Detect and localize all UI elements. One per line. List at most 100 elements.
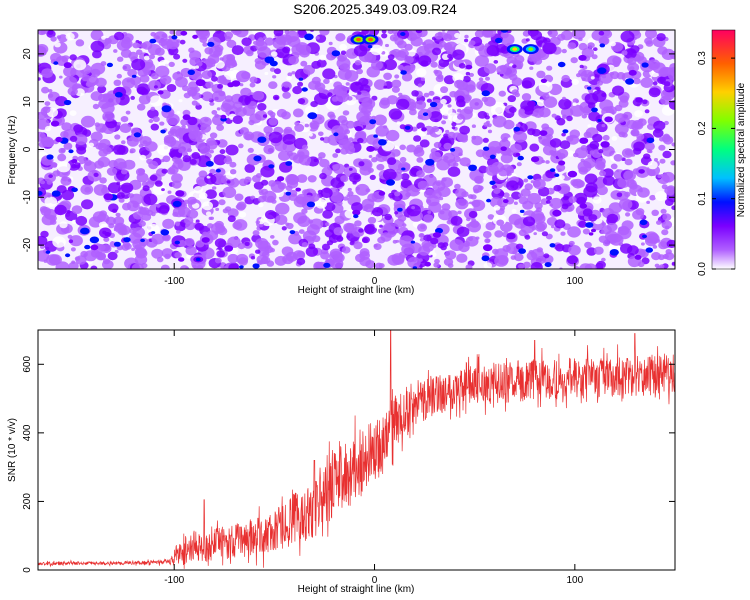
heatmap-cell — [547, 30, 558, 38]
heatmap-cell — [246, 49, 254, 57]
heatmap-cell — [500, 31, 509, 39]
heatmap-cell — [301, 208, 308, 214]
heatmap-cell — [296, 257, 306, 266]
heatmap-cell — [41, 157, 47, 161]
heatmap-cell — [134, 84, 139, 88]
heatmap-cell — [584, 93, 599, 105]
heatmap-cell — [629, 66, 635, 71]
heatmap-cell — [382, 168, 397, 181]
heatmap-cell — [323, 78, 330, 85]
heatmap-cell — [65, 32, 75, 41]
heatmap-cell — [429, 111, 443, 123]
heatmap-cell — [332, 153, 339, 158]
heatmap-cell — [658, 241, 669, 250]
heatmap-cell — [118, 197, 125, 203]
heatmap-cell — [263, 36, 267, 40]
heatmap-cell — [268, 81, 278, 89]
heatmap-cell — [44, 138, 55, 148]
heatmap-cell — [213, 154, 227, 166]
heatmap-cell — [48, 254, 62, 266]
heatmap-cell — [249, 82, 256, 88]
heatmap-cell — [335, 148, 341, 154]
heatmap-cell — [455, 198, 469, 210]
heatmap-cell — [169, 30, 175, 35]
heatmap-cell — [464, 38, 469, 43]
heatmap-cell — [489, 180, 496, 185]
heatmap-ytick-label: 0 — [22, 146, 33, 152]
heatmap-cell — [486, 45, 500, 56]
heatmap-cell — [207, 54, 220, 65]
heatmap-cell — [152, 184, 166, 195]
heatmap-cell — [401, 243, 415, 255]
heatmap-cell — [533, 178, 546, 190]
heatmap-cell — [150, 123, 159, 131]
heatmap-cell — [107, 182, 122, 194]
heatmap-cell — [529, 66, 534, 70]
heatmap-cell — [314, 261, 323, 269]
snr-xtick-label: 0 — [372, 575, 378, 586]
heatmap-cell — [117, 227, 128, 236]
heatmap-cell — [329, 251, 344, 263]
heatmap-cell — [131, 247, 136, 251]
heatmap-cell — [423, 234, 432, 242]
heatmap-cell — [270, 181, 285, 193]
heatmap-cell — [432, 232, 441, 238]
heatmap-cell — [620, 30, 635, 43]
heatmap-xlabel: Height of straight line (km) — [298, 285, 415, 296]
heatmap-cell — [173, 53, 181, 60]
heatmap-cell — [181, 125, 186, 129]
heatmap-cell — [187, 69, 195, 76]
heatmap-cell — [90, 244, 99, 251]
heatmap-cell — [663, 120, 669, 126]
heatmap-cell — [305, 246, 319, 257]
heatmap-cell — [368, 155, 373, 158]
heatmap-cell — [175, 30, 183, 37]
heatmap-cell — [92, 103, 100, 110]
heatmap-cell — [486, 120, 490, 124]
heatmap-cell — [143, 193, 158, 206]
heatmap-cell — [512, 64, 517, 69]
heatmap-cell — [419, 224, 426, 230]
heatmap-cell — [138, 220, 146, 227]
heatmap-cell — [98, 221, 108, 229]
heatmap-cell — [646, 137, 655, 144]
heatmap-cell — [429, 101, 438, 108]
heatmap-cell — [642, 99, 648, 105]
heatmap-cell — [608, 202, 623, 214]
heatmap-cell — [572, 102, 577, 106]
heatmap-cell — [641, 242, 645, 246]
heatmap-cell — [609, 249, 619, 256]
heatmap-cell — [598, 235, 608, 243]
heatmap-cell — [94, 160, 105, 169]
heatmap-cell — [232, 221, 243, 230]
heatmap-cell — [270, 235, 275, 239]
heatmap-cell — [419, 237, 425, 242]
heatmap-cell — [358, 161, 365, 167]
heatmap-cell — [527, 192, 542, 205]
heatmap-cell — [410, 101, 415, 106]
heatmap-cell — [503, 199, 509, 204]
heatmap-cell — [324, 202, 336, 212]
heatmap-cell — [352, 180, 357, 185]
heatmap-cell — [159, 121, 165, 126]
heatmap-cell — [557, 168, 562, 172]
heatmap-cell — [61, 176, 68, 182]
heatmap-cell — [46, 154, 54, 160]
heatmap-cell — [282, 81, 291, 88]
heatmap-cell — [149, 174, 158, 181]
heatmap-cell — [55, 136, 63, 143]
heatmap-cell — [414, 100, 427, 110]
heatmap-cell — [136, 172, 149, 183]
heatmap-cell — [499, 73, 504, 77]
heatmap-cell — [182, 155, 192, 163]
heatmap-cell — [337, 55, 345, 62]
heatmap-cell — [595, 157, 606, 167]
heatmap-cell — [227, 253, 239, 264]
heatmap-cell — [287, 72, 293, 77]
heatmap-cell — [211, 76, 218, 82]
heatmap-cell — [215, 207, 220, 211]
heatmap-cell — [430, 237, 439, 245]
heatmap-cell — [566, 115, 573, 122]
heatmap-cell — [71, 187, 78, 193]
